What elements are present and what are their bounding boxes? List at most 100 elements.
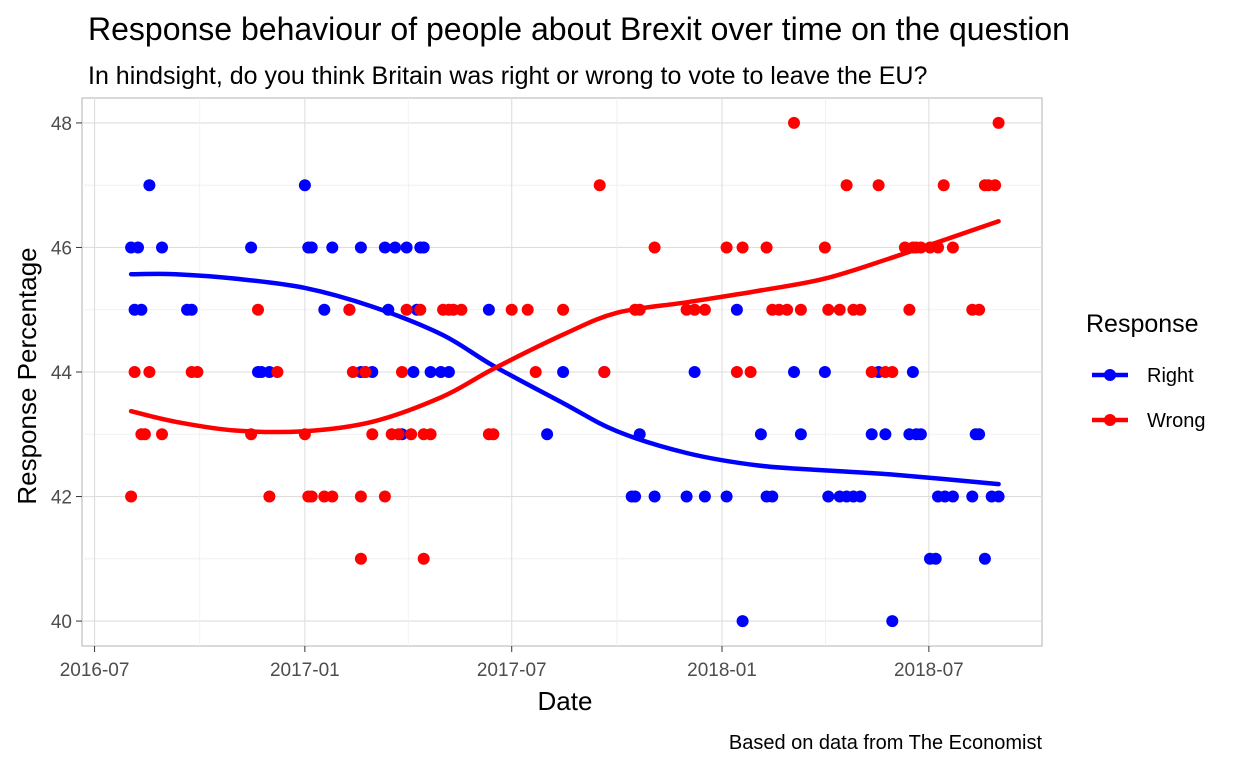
x-axis-title: Date xyxy=(538,686,593,716)
legend: Right Wrong xyxy=(1092,365,1206,432)
point-wrong xyxy=(529,366,542,378)
point-wrong xyxy=(392,428,405,441)
point-wrong xyxy=(417,552,430,565)
point-wrong xyxy=(378,490,391,503)
point-right xyxy=(389,241,402,254)
point-right xyxy=(648,490,661,503)
point-right xyxy=(946,490,959,503)
point-right xyxy=(318,303,331,316)
legend-label-right: Right xyxy=(1147,365,1194,387)
point-right xyxy=(132,241,144,254)
point-right xyxy=(879,428,892,441)
point-right xyxy=(482,303,495,316)
point-right xyxy=(818,366,831,378)
point-wrong xyxy=(271,366,284,378)
point-wrong xyxy=(487,428,500,441)
point-right xyxy=(886,615,899,628)
point-wrong xyxy=(593,179,606,192)
point-right xyxy=(720,490,733,503)
point-right xyxy=(680,490,693,503)
point-right xyxy=(754,428,767,441)
y-axis-ticks: 40 42 44 46 48 xyxy=(51,114,82,633)
point-wrong xyxy=(973,303,986,316)
point-wrong xyxy=(414,303,427,316)
point-right xyxy=(407,366,420,378)
point-right xyxy=(914,428,927,441)
point-wrong xyxy=(343,303,356,316)
point-wrong xyxy=(263,490,276,503)
point-right xyxy=(865,428,878,441)
point-wrong xyxy=(326,490,339,503)
x-tick-label: 2018-01 xyxy=(687,660,757,681)
point-wrong xyxy=(505,303,518,316)
point-wrong xyxy=(833,303,846,316)
point-wrong xyxy=(989,179,1002,192)
grid-lines xyxy=(82,98,1042,646)
point-right xyxy=(185,303,198,316)
point-wrong xyxy=(455,303,468,316)
point-right xyxy=(326,241,339,254)
point-right xyxy=(966,490,979,503)
point-wrong xyxy=(405,428,418,441)
x-tick-label: 2016-07 xyxy=(60,660,130,681)
y-axis-title: Response Percentage xyxy=(12,247,42,504)
point-wrong xyxy=(688,303,701,316)
point-wrong xyxy=(252,303,264,316)
point-wrong xyxy=(557,303,570,316)
y-tick-label: 40 xyxy=(51,612,72,633)
point-wrong xyxy=(720,241,733,254)
point-wrong xyxy=(521,303,534,316)
point-wrong xyxy=(138,428,151,441)
point-wrong xyxy=(781,303,794,316)
point-wrong xyxy=(822,303,835,316)
point-wrong xyxy=(359,366,372,378)
point-wrong xyxy=(946,241,959,254)
point-right xyxy=(305,241,318,254)
point-right xyxy=(766,490,779,503)
point-right xyxy=(354,241,367,254)
point-wrong xyxy=(760,241,773,254)
point-wrong xyxy=(854,303,867,316)
point-wrong xyxy=(865,366,878,378)
point-right xyxy=(730,303,743,316)
point-right xyxy=(382,303,395,316)
x-axis-ticks: 2016-07 2017-01 2017-07 2018-01 2018-07 xyxy=(60,646,964,681)
x-tick-label: 2017-01 xyxy=(270,660,340,681)
point-wrong xyxy=(354,490,367,503)
point-wrong xyxy=(840,179,853,192)
point-right xyxy=(854,490,867,503)
point-wrong xyxy=(128,366,141,378)
point-right xyxy=(906,366,919,378)
point-wrong xyxy=(125,490,138,503)
point-right xyxy=(736,615,749,628)
point-right xyxy=(378,241,391,254)
point-wrong xyxy=(648,241,661,254)
chart-title: Response behaviour of people about Brexi… xyxy=(88,11,1070,47)
point-wrong xyxy=(794,303,807,316)
point-wrong xyxy=(903,303,916,316)
point-right xyxy=(442,366,455,378)
chart-subtitle: In hindsight, do you think Britain was r… xyxy=(88,62,927,90)
point-wrong xyxy=(992,116,1005,129)
legend-key-point-right xyxy=(1104,369,1116,381)
legend-label-wrong: Wrong xyxy=(1147,410,1206,432)
point-right xyxy=(788,366,800,378)
point-wrong xyxy=(736,241,749,254)
point-right xyxy=(794,428,807,441)
point-right xyxy=(629,490,642,503)
point-right xyxy=(992,490,1005,503)
point-wrong xyxy=(818,241,831,254)
point-wrong xyxy=(298,428,311,441)
point-right xyxy=(417,241,430,254)
point-wrong xyxy=(366,428,379,441)
point-right xyxy=(973,428,986,441)
point-right xyxy=(633,428,646,441)
legend-key-point-wrong xyxy=(1104,414,1116,426)
data-points xyxy=(125,116,1005,628)
point-right xyxy=(135,303,148,316)
legend-title: Response xyxy=(1086,310,1199,338)
point-wrong xyxy=(937,179,950,192)
y-tick-label: 46 xyxy=(51,238,72,259)
trend-line-right xyxy=(128,271,1001,487)
